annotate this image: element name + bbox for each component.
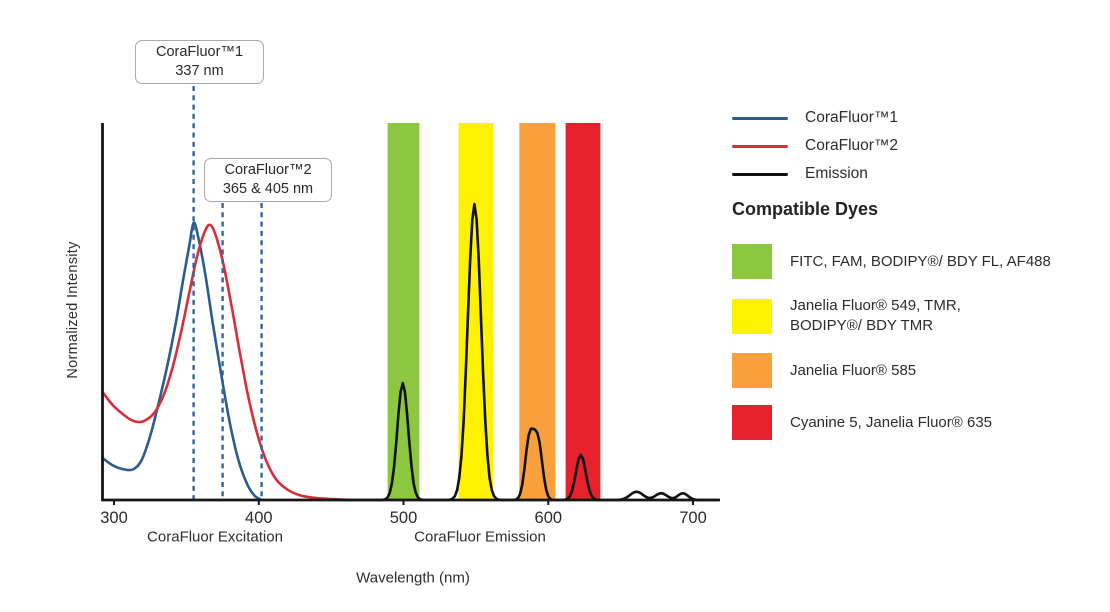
- dye-row-red: Cyanine 5, Janelia Fluor® 635: [732, 405, 1104, 440]
- legend-item-emission: Emission: [732, 162, 1104, 186]
- dye-label: Cyanine 5, Janelia Fluor® 635: [790, 413, 993, 431]
- legend-label: CoraFluor™1: [805, 109, 899, 126]
- x-tick-label: 700: [679, 509, 707, 527]
- legend-label: Emission: [805, 165, 868, 182]
- callout-corafluor1-name: CoraFluor™1: [155, 44, 244, 60]
- axes: [101, 123, 720, 502]
- legend-item-corafluor1: CoraFluor™1: [732, 106, 1104, 130]
- callout-corafluor1: CoraFluor™1 337 nm: [135, 40, 264, 84]
- compatible-dyes-heading: Compatible Dyes: [732, 199, 879, 219]
- callout-corafluor2-wavelength: 365 & 405 nm: [222, 181, 314, 197]
- legend-item-corafluor2: CoraFluor™2: [732, 134, 1104, 158]
- x-tick-label: 300: [100, 509, 128, 527]
- x-tick-label: 400: [245, 509, 273, 527]
- excitation-curve-2: [101, 223, 352, 502]
- x-tick-label: 600: [535, 509, 563, 527]
- emission-curve: [338, 202, 718, 502]
- dye-band-bar: [519, 123, 556, 500]
- dye-band-bar: [387, 123, 420, 500]
- x-axis-label: Wavelength (nm): [356, 569, 470, 587]
- excitation-section-label: CoraFluor Excitation: [147, 528, 283, 546]
- orange-dye-swatch: [732, 353, 772, 388]
- dye-row-yellow: Janelia Fluor® 549, TMR, BODIPY®/ BDY TM…: [732, 296, 1104, 336]
- dye-band-bar: [565, 123, 601, 500]
- callout-corafluor2: CoraFluor™2 365 & 405 nm: [204, 158, 332, 202]
- emission-line-swatch: [732, 172, 788, 176]
- callout-corafluor1-wavelength: 337 nm: [175, 63, 224, 79]
- dye-label: Janelia Fluor® 585: [790, 361, 917, 379]
- green-dye-swatch: [732, 244, 772, 279]
- y-axis-label: Normalized Intensity: [65, 241, 81, 379]
- corafluor1-line-swatch: [732, 116, 788, 120]
- callout-corafluor2-name: CoraFluor™2: [224, 162, 312, 178]
- dye-list: FITC, FAM, BODIPY®/ BDY FL, AF488 Janeli…: [732, 244, 1104, 440]
- spectra-chart: 300 400 500 600 700: [100, 86, 720, 527]
- emission-section-label: CoraFluor Emission: [414, 528, 546, 546]
- dye-band-bar: [458, 123, 494, 500]
- excitation-curve-1: [101, 221, 263, 501]
- dye-row-green: FITC, FAM, BODIPY®/ BDY FL, AF488: [732, 244, 1104, 279]
- yellow-dye-swatch: [732, 298, 772, 334]
- dye-row-orange: Janelia Fluor® 585: [732, 353, 1104, 388]
- legend-panel: CoraFluor™1 CoraFluor™2 Emission Compati…: [732, 106, 1104, 457]
- red-dye-swatch: [732, 405, 772, 440]
- x-tick-label: 500: [390, 509, 418, 527]
- corafluor2-line-swatch: [732, 144, 788, 148]
- legend-label: CoraFluor™2: [805, 137, 899, 154]
- dye-label: Janelia Fluor® 549, TMR, BODIPY®/ BDY TM…: [790, 297, 961, 334]
- dye-label: FITC, FAM, BODIPY®/ BDY FL, AF488: [790, 252, 1051, 270]
